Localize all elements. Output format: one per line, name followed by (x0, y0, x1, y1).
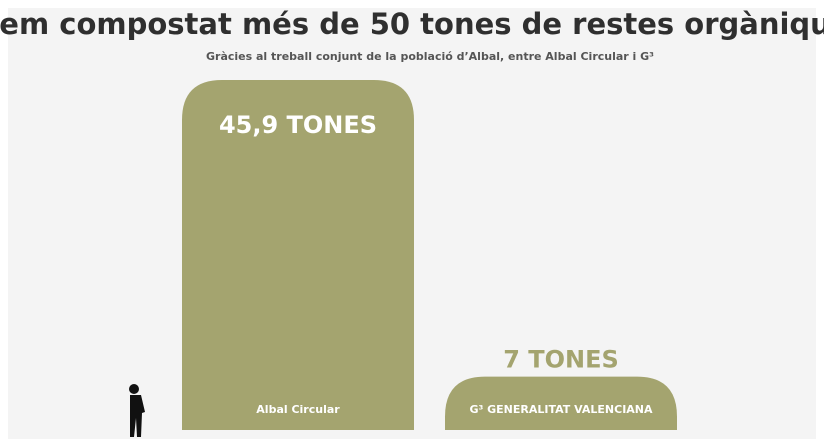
category-label: G³ GENERALITAT VALENCIANA (469, 403, 653, 416)
value-label: 7 TONES (503, 346, 619, 374)
value-label: 45,9 TONES (219, 111, 377, 139)
chart-title: Hem compostat més de 50 tones de restes … (0, 7, 824, 41)
chart: Hem compostat més de 50 tones de restes … (0, 0, 824, 439)
chart-subtitle: Gràcies al treball conjunt de la poblaci… (206, 50, 654, 63)
category-label: Albal Circular (256, 403, 340, 416)
